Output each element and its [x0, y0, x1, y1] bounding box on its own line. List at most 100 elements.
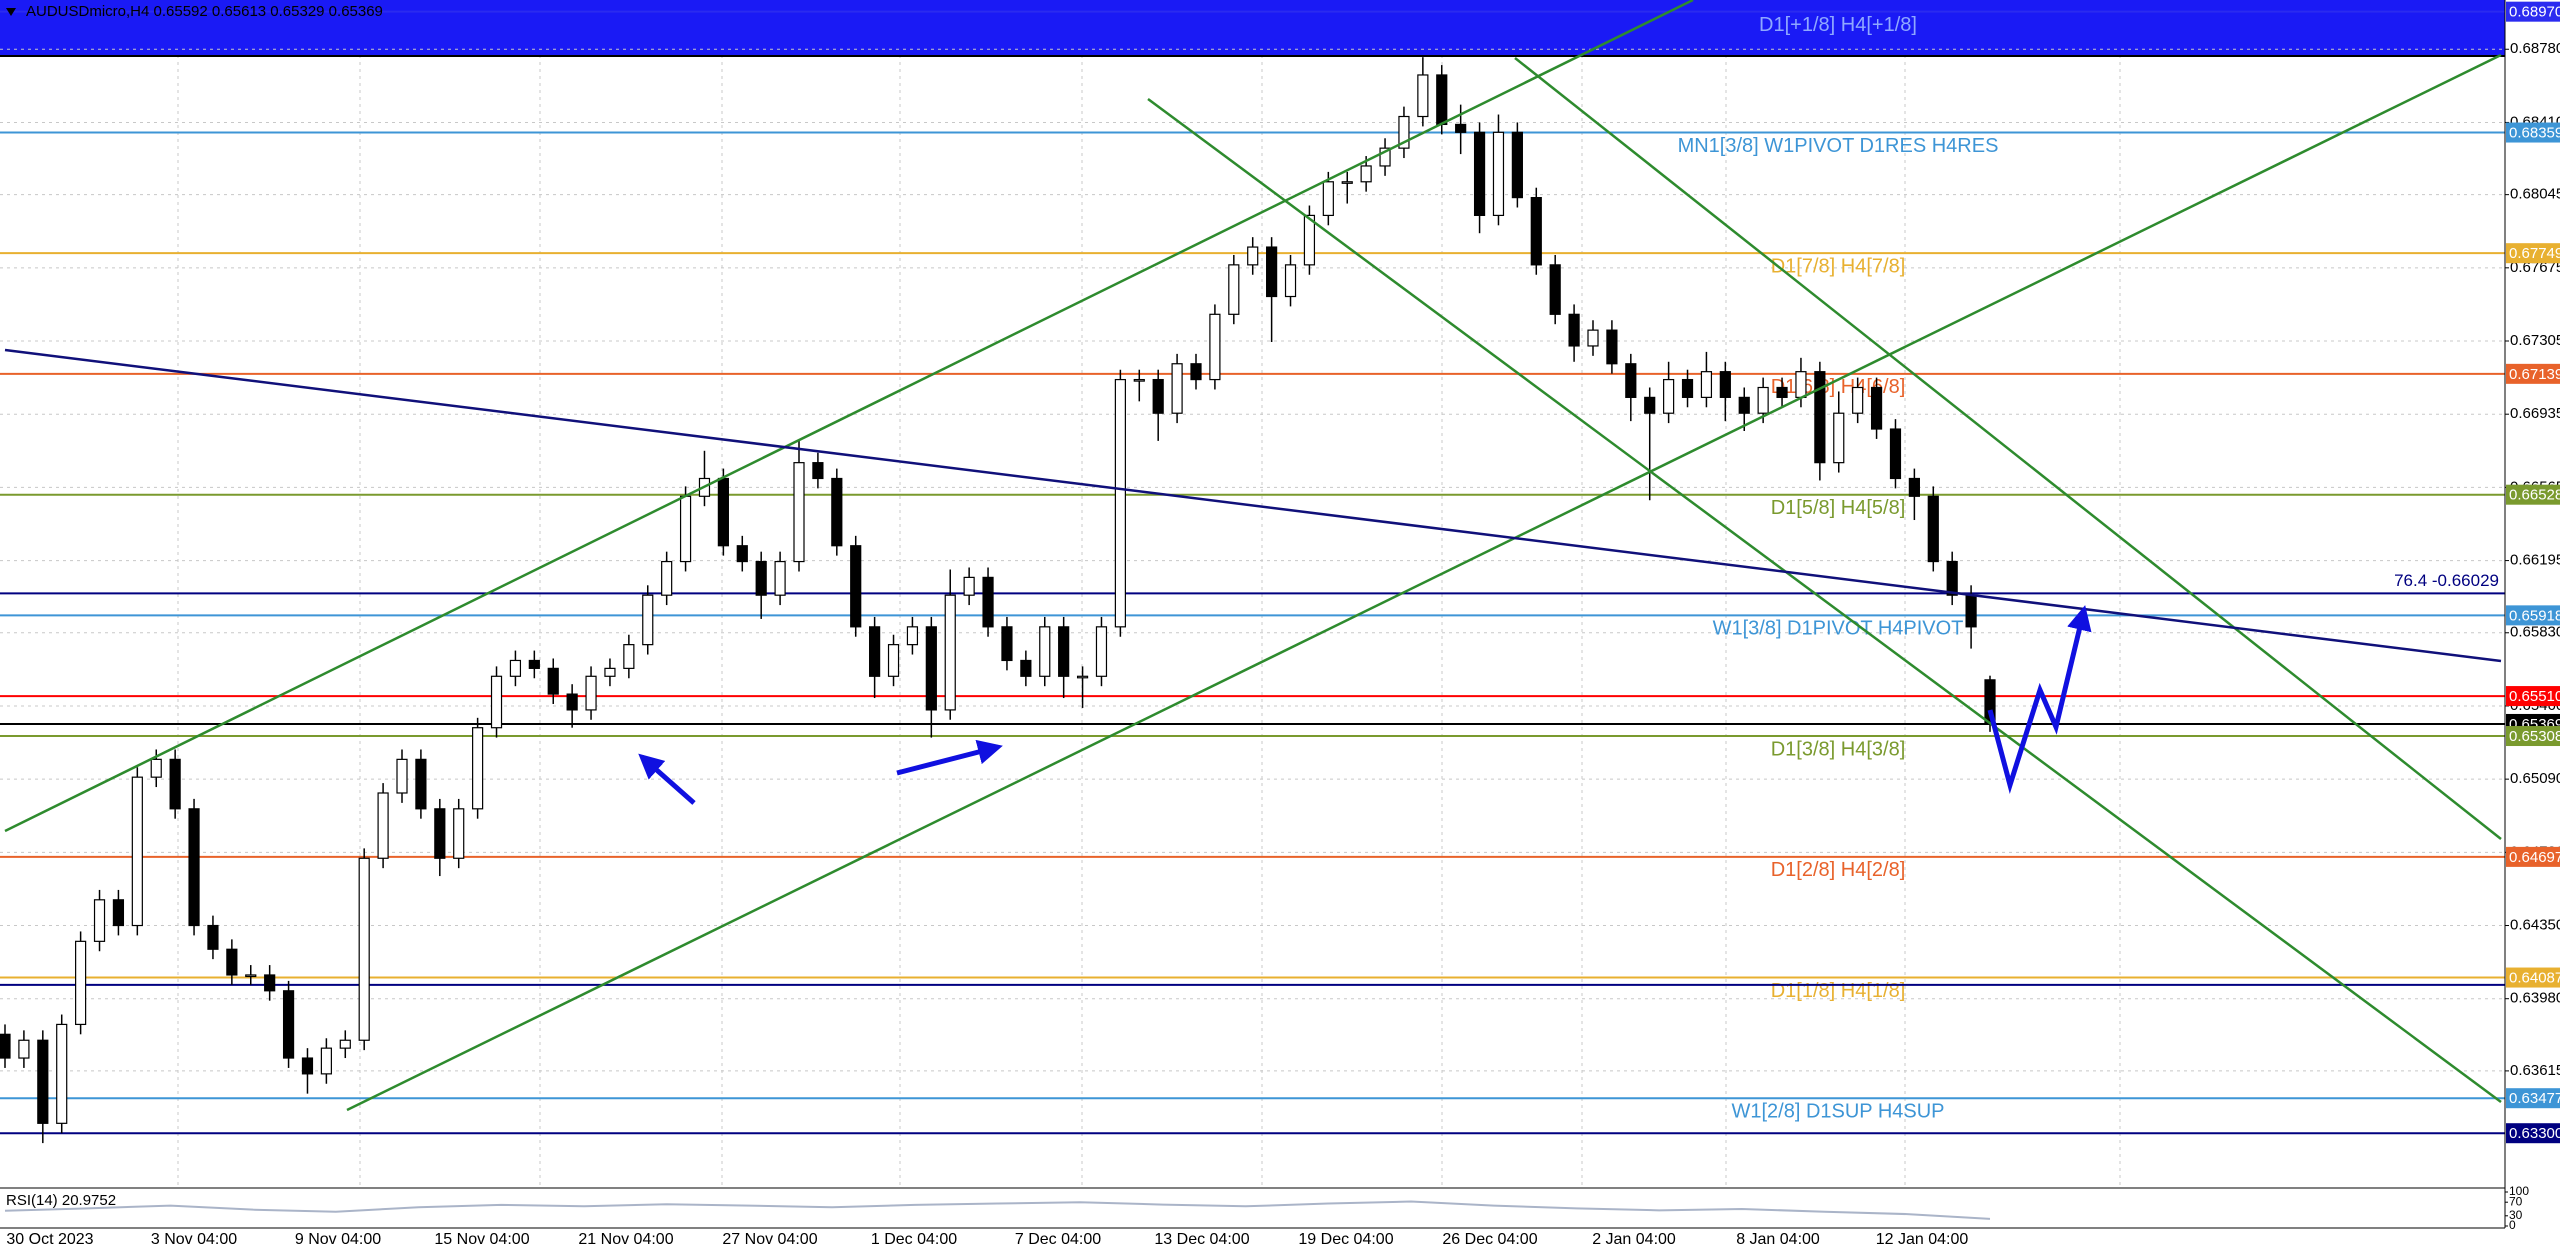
candle-body	[887, 644, 900, 677]
candle-body	[1606, 329, 1618, 365]
y-tick-label: 0.63615	[2510, 1062, 2560, 1079]
rsi-tick-label: 30	[2509, 1208, 2523, 1222]
candle-body	[547, 667, 559, 695]
candle-body	[75, 940, 87, 1026]
candle-body	[1379, 147, 1391, 167]
candle-body	[1284, 264, 1297, 298]
candle-body	[434, 808, 446, 859]
drawings	[4, 0, 2502, 1112]
level-label: W1[2/8] D1SUP H4SUP	[1731, 1100, 1944, 1122]
candle-body	[396, 758, 408, 794]
candle-body	[1020, 659, 1032, 677]
candle-body	[604, 667, 616, 677]
y-tick-label: 0.65830	[2510, 624, 2560, 641]
candle-body	[566, 693, 578, 711]
candle-body	[207, 924, 219, 950]
candle-body	[1625, 363, 1637, 398]
price-box	[2506, 605, 2560, 626]
price-box	[2506, 1123, 2560, 1144]
candle-body	[245, 974, 257, 978]
x-tick-label: 7 Dec 04:00	[1015, 1231, 1101, 1248]
price-box-label: 0.68359	[2509, 124, 2560, 141]
candle-body	[1473, 131, 1486, 217]
candle-body	[1058, 626, 1070, 677]
level-label: 76.4 -0.66029	[2394, 571, 2499, 590]
candle-body	[1946, 560, 1958, 596]
arrow	[638, 753, 696, 805]
candle-body	[1568, 313, 1580, 347]
candle-body	[812, 462, 824, 480]
y-tick-label: 0.66195	[2510, 552, 2560, 569]
y-tick-label: 0.63980	[2510, 990, 2560, 1007]
candle-body	[509, 659, 522, 677]
candle-body	[1587, 329, 1599, 347]
candle-body	[1852, 386, 1864, 414]
price-box	[2506, 1088, 2560, 1109]
candle-body	[453, 808, 465, 859]
candle-body	[528, 659, 540, 669]
price-box-label: 0.63300	[2509, 1125, 2560, 1142]
candle-body	[37, 1039, 49, 1124]
price-box	[2506, 1, 2560, 22]
trend-line	[1514, 57, 2502, 840]
candle-body	[831, 477, 843, 547]
candle-body	[1455, 123, 1467, 133]
candle-body	[1039, 626, 1051, 677]
price-box-label: 0.66528	[2509, 487, 2560, 504]
price-box	[2506, 122, 2560, 143]
candle-body	[1114, 378, 1126, 628]
price-box	[2506, 363, 2560, 384]
candle-body	[1776, 386, 1788, 398]
price-box-label: 0.64697	[2509, 849, 2560, 866]
price-box-label: 0.67139	[2509, 366, 2560, 383]
rsi-tick-label: 0	[2509, 1218, 2516, 1232]
x-tick-label: 9 Nov 04:00	[295, 1231, 381, 1248]
price-box	[2506, 686, 2560, 707]
candle-body	[1908, 477, 1920, 497]
candle-body	[736, 545, 748, 563]
candle-body	[661, 560, 673, 596]
y-tick-label: 0.65090	[2510, 770, 2560, 787]
candle-body	[1398, 115, 1410, 149]
candle-body	[1266, 246, 1278, 298]
candle-body	[1663, 378, 1675, 414]
candle-body	[169, 758, 181, 810]
candle-body	[869, 626, 881, 677]
candle-body	[1171, 363, 1183, 414]
candle-body	[944, 594, 956, 711]
arrow	[896, 739, 1003, 776]
candle-body	[188, 808, 200, 927]
candle-body	[150, 758, 162, 778]
trend-line	[4, 0, 1694, 833]
title-icon	[6, 8, 16, 16]
chart-title: AUDUSDmicro,H4 0.65592 0.65613 0.65329 0…	[26, 3, 383, 20]
y-tick-label: 0.66935	[2510, 405, 2560, 422]
top-band	[0, 0, 2505, 55]
candle-body	[1076, 675, 1089, 679]
price-box-label: 0.65308	[2509, 728, 2560, 745]
candle-body	[226, 948, 238, 976]
x-tick-label: 19 Dec 04:00	[1298, 1231, 1393, 1248]
x-tick-label: 13 Dec 04:00	[1154, 1231, 1249, 1248]
x-tick-label: 2 Jan 04:00	[1592, 1231, 1676, 1248]
candle-body	[1738, 396, 1750, 414]
x-tick-label: 8 Jan 04:00	[1736, 1231, 1820, 1248]
candle-body	[1795, 371, 1807, 398]
y-tick-label: 0.68045	[2510, 186, 2560, 203]
candle-body	[56, 1023, 68, 1124]
candle-body	[1927, 495, 1939, 563]
candle-body	[1700, 371, 1713, 398]
rsi-tick-label: 100	[2509, 1184, 2529, 1198]
price-box	[2506, 484, 2560, 505]
candle-body	[1681, 378, 1694, 398]
x-tick-label: 26 Dec 04:00	[1442, 1231, 1537, 1248]
rsi-label: RSI(14) 20.9752	[6, 1192, 116, 1209]
price-box-label: 0.63477	[2509, 1090, 2560, 1107]
price-box-label: 0.68970	[2509, 4, 2560, 21]
candle-body	[1341, 181, 1353, 184]
y-tick-label: 0.64350	[2510, 916, 2560, 933]
price-box-label: 0.67749	[2509, 245, 2560, 262]
price-box-label: 0.64087	[2509, 970, 2560, 987]
candle-body	[472, 727, 484, 810]
candle-body	[1511, 131, 1523, 199]
